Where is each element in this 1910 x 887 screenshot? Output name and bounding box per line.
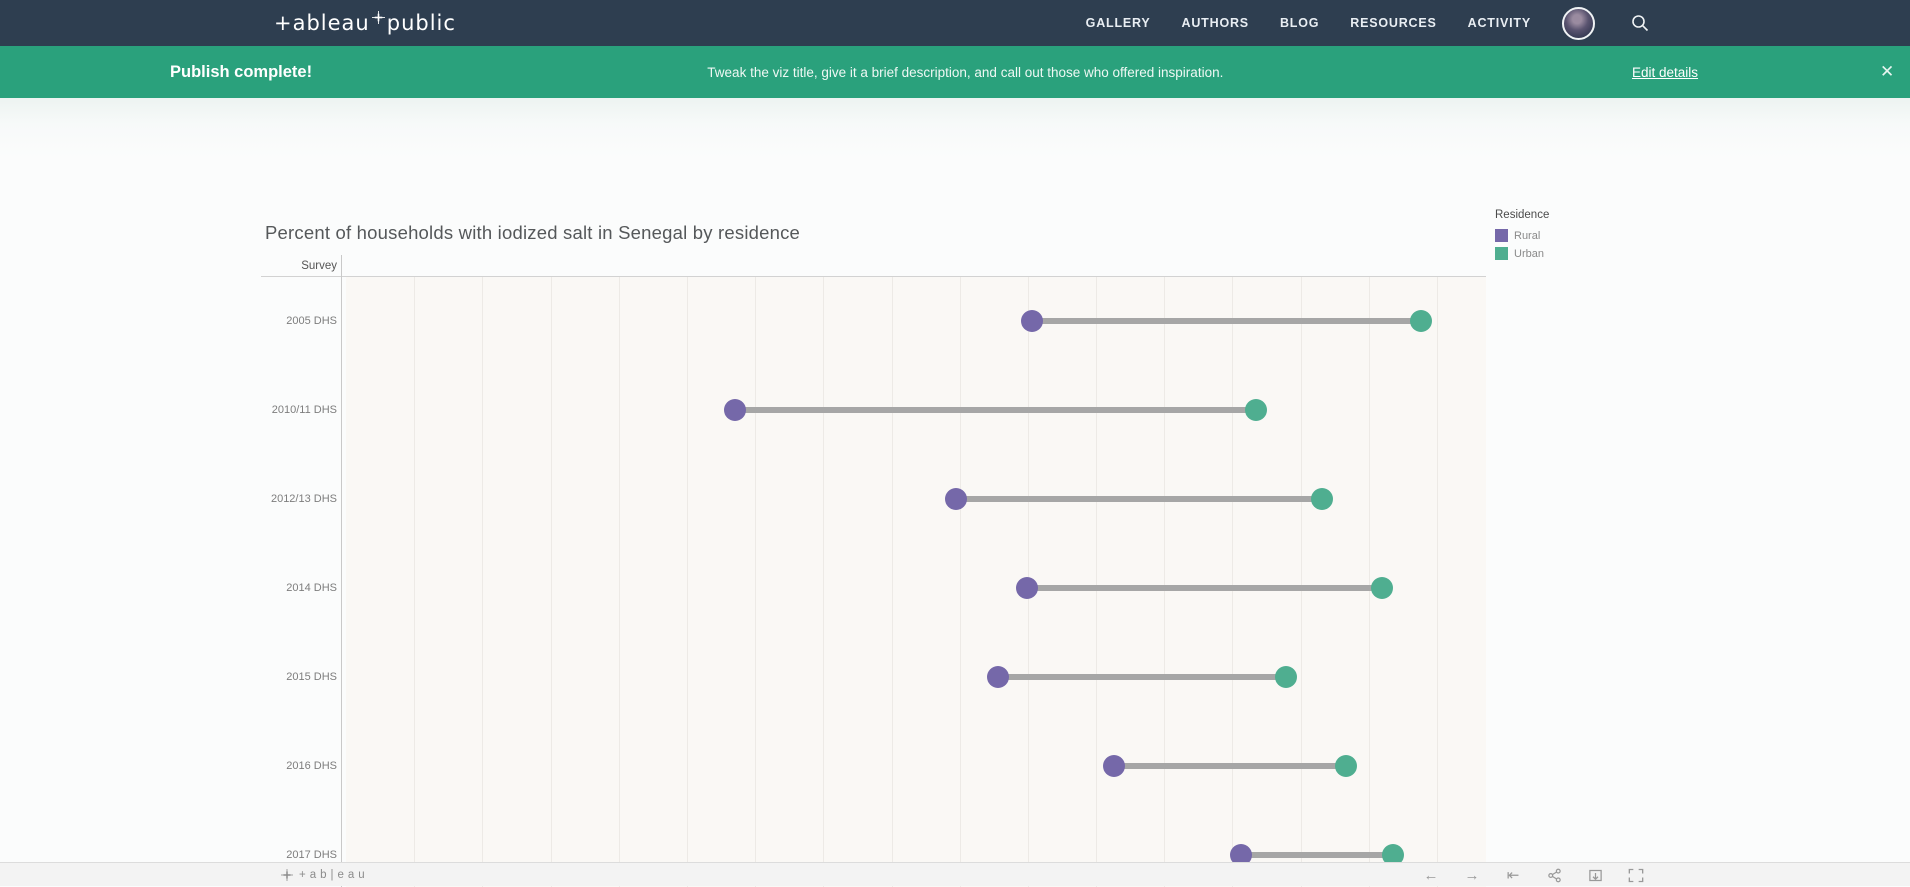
redo-icon[interactable]: → (1463, 866, 1481, 884)
revert-icon[interactable]: ⇤ (1504, 866, 1522, 884)
urban-color-swatch (1495, 247, 1508, 260)
urban-dot-2014-dhs[interactable] (1371, 577, 1393, 599)
row-label-2005-dhs[interactable]: 2005 DHS (267, 315, 337, 327)
urban-dot-2010-11-dhs[interactable] (1245, 399, 1267, 421)
banner-close-icon[interactable]: ✕ (1880, 46, 1894, 98)
publish-complete-banner: Publish complete! Tweak the viz title, g… (0, 46, 1910, 98)
toolbar-icons: ← → ⇤ (1422, 863, 1645, 887)
gridline-75 (1369, 277, 1370, 887)
urban-dot-2012-13-dhs[interactable] (1311, 488, 1333, 510)
share-icon[interactable] (1545, 866, 1563, 884)
gridline-65 (1232, 277, 1233, 887)
row-label-2014-dhs[interactable]: 2014 DHS (267, 582, 337, 594)
nav-item-resources[interactable]: RESOURCES (1350, 16, 1436, 30)
gridline-40 (892, 277, 893, 887)
gridline-35 (823, 277, 824, 887)
gridline-70 (1301, 277, 1302, 887)
legend-label-urban: Urban (1514, 248, 1544, 260)
search-icon[interactable] (1630, 13, 1650, 33)
plot-area (346, 277, 1486, 887)
gridline-20 (619, 277, 620, 887)
fullscreen-icon[interactable] (1627, 866, 1645, 884)
row-label-2015-dhs[interactable]: 2015 DHS (267, 671, 337, 683)
edit-details-link[interactable]: Edit details (1632, 46, 1698, 98)
connector-2012-13-dhs (956, 496, 1323, 502)
banner-title: Publish complete! (170, 46, 312, 98)
viz-title: Percent of households with iodized salt … (265, 222, 800, 244)
row-label-2016-dhs[interactable]: 2016 DHS (267, 760, 337, 772)
rural-dot-2014-dhs[interactable] (1016, 577, 1038, 599)
y-axis-title: Survey (301, 260, 337, 272)
legend-label-rural: Rural (1514, 230, 1540, 242)
connector-2015-dhs (998, 674, 1286, 680)
gridline-5 (414, 277, 415, 887)
rural-color-swatch (1495, 229, 1508, 242)
gridline-15 (551, 277, 552, 887)
urban-dot-2016-dhs[interactable] (1335, 755, 1357, 777)
tableau-plus-mark-icon (281, 869, 293, 881)
rural-dot-2005-dhs[interactable] (1021, 310, 1043, 332)
row-label-2017-dhs[interactable]: 2017 DHS (267, 849, 337, 861)
connector-2010-11-dhs (735, 407, 1256, 413)
dumbbell-chart: Survey 2005 DHS 2010/11 DHS 2012/13 DHS 201… (261, 253, 1486, 887)
gridline-25 (687, 277, 688, 887)
connector-2005-dhs (1032, 318, 1421, 324)
legend-item-urban[interactable]: Urban (1495, 247, 1549, 260)
tableau-public-logo[interactable]: +ableau public (274, 0, 456, 46)
logo-text-right: public (387, 11, 456, 35)
rural-dot-2010-11-dhs[interactable] (724, 399, 746, 421)
legend-item-rural[interactable]: Rural (1495, 229, 1549, 242)
tableau-footer-wordmark: +ab|eau (299, 869, 369, 881)
urban-dot-2005-dhs[interactable] (1410, 310, 1432, 332)
navbar-menu: GALLERY AUTHORS BLOG RESOURCES ACTIVITY (1086, 0, 1650, 46)
connector-2014-dhs (1027, 585, 1383, 591)
tableau-footer-logo[interactable]: +ab|eau (281, 863, 369, 887)
nav-item-authors[interactable]: AUTHORS (1182, 16, 1249, 30)
top-navbar: +ableau public GALLERY AUTHORS BLOG RESO… (0, 0, 1910, 46)
nav-item-gallery[interactable]: GALLERY (1086, 16, 1151, 30)
gridline-60 (1164, 277, 1165, 887)
legend-title: Residence (1495, 209, 1549, 221)
gridline-55 (1096, 277, 1097, 887)
nav-item-activity[interactable]: ACTIVITY (1468, 16, 1531, 30)
download-icon[interactable] (1586, 866, 1604, 884)
user-avatar[interactable] (1562, 7, 1595, 40)
color-legend: Residence Rural Urban (1495, 209, 1549, 265)
rural-dot-2015-dhs[interactable] (987, 666, 1009, 688)
connector-2016-dhs (1114, 763, 1346, 769)
y-axis-line (341, 255, 342, 887)
undo-icon[interactable]: ← (1422, 866, 1440, 884)
row-label-2010-11-dhs[interactable]: 2010/11 DHS (267, 404, 337, 416)
rural-dot-2012-13-dhs[interactable] (945, 488, 967, 510)
gridline-30 (755, 277, 756, 887)
tableau-embed-toolbar: +ab|eau ← → ⇤ (0, 862, 1910, 886)
gridline-10 (482, 277, 483, 887)
connector-2017-dhs (1241, 852, 1394, 858)
banner-message: Tweak the viz title, give it a brief des… (707, 46, 1223, 98)
logo-text-left: +ableau (274, 11, 370, 35)
tableau-plus-mark-icon (372, 5, 385, 29)
gridline-45 (960, 277, 961, 887)
urban-dot-2015-dhs[interactable] (1275, 666, 1297, 688)
nav-item-blog[interactable]: BLOG (1280, 16, 1319, 30)
rural-dot-2016-dhs[interactable] (1103, 755, 1125, 777)
viz-area: Percent of households with iodized salt … (0, 98, 1910, 862)
row-label-2012-13-dhs[interactable]: 2012/13 DHS (267, 493, 337, 505)
gridline-80 (1437, 277, 1438, 887)
